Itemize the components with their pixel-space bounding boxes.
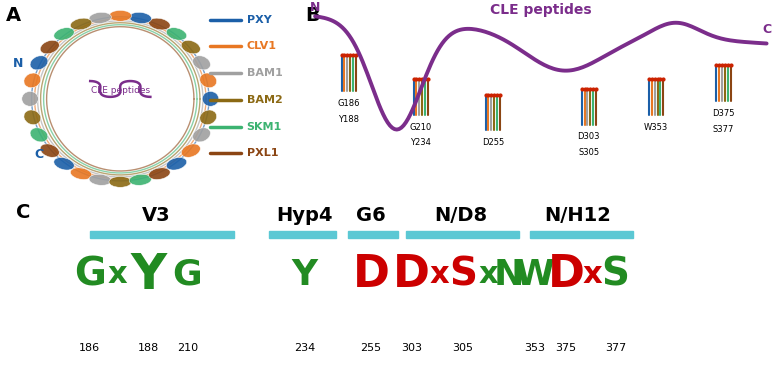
Text: B: B [305, 6, 320, 25]
Text: V3: V3 [142, 206, 170, 225]
FancyBboxPatch shape [530, 231, 633, 238]
Text: 377: 377 [604, 344, 626, 354]
Text: C: C [34, 148, 44, 161]
Text: G: G [173, 258, 202, 292]
Text: G: G [74, 256, 105, 294]
Ellipse shape [109, 10, 131, 21]
Ellipse shape [24, 110, 41, 125]
FancyBboxPatch shape [406, 231, 519, 238]
Ellipse shape [202, 91, 219, 106]
Text: W: W [515, 258, 555, 292]
Text: PXL1: PXL1 [247, 148, 278, 158]
Ellipse shape [129, 174, 152, 185]
Text: BAM1: BAM1 [247, 68, 282, 78]
Ellipse shape [109, 176, 131, 187]
Text: 255: 255 [360, 344, 382, 354]
Text: S377: S377 [713, 125, 734, 134]
Text: G186: G186 [337, 99, 360, 108]
Text: 188: 188 [137, 344, 159, 354]
Ellipse shape [166, 28, 187, 40]
Ellipse shape [40, 144, 59, 157]
Text: 234: 234 [294, 344, 316, 354]
Ellipse shape [193, 128, 210, 142]
Text: x: x [582, 260, 602, 289]
Text: Hyp4: Hyp4 [276, 206, 333, 225]
Ellipse shape [30, 128, 48, 142]
Text: 303: 303 [401, 344, 422, 354]
FancyBboxPatch shape [269, 231, 336, 238]
Text: N: N [12, 57, 23, 70]
Ellipse shape [148, 168, 170, 179]
Ellipse shape [22, 91, 38, 106]
Text: BAM2: BAM2 [247, 95, 282, 105]
Text: x: x [430, 260, 450, 289]
Text: CLE peptides: CLE peptides [91, 86, 150, 95]
Ellipse shape [200, 110, 216, 125]
Text: 210: 210 [177, 344, 198, 354]
Ellipse shape [181, 40, 201, 54]
Text: D: D [547, 253, 585, 296]
Ellipse shape [193, 56, 210, 70]
Ellipse shape [129, 12, 152, 23]
Text: A: A [6, 6, 21, 25]
Text: S: S [601, 256, 629, 294]
Text: N/D8: N/D8 [434, 206, 487, 225]
Ellipse shape [70, 168, 92, 179]
Text: 375: 375 [555, 344, 577, 354]
Text: D: D [393, 253, 430, 296]
Ellipse shape [54, 157, 74, 170]
Text: D375: D375 [712, 109, 735, 118]
Text: S305: S305 [578, 148, 600, 157]
Text: 186: 186 [79, 344, 101, 354]
Text: W353: W353 [644, 123, 669, 132]
Text: PXY: PXY [247, 15, 271, 25]
Text: G210: G210 [410, 123, 432, 132]
Text: D255: D255 [482, 138, 504, 147]
Text: Y: Y [291, 258, 318, 292]
Text: Y188: Y188 [338, 115, 359, 124]
Text: N: N [494, 258, 524, 292]
Text: 305: 305 [453, 344, 473, 354]
Ellipse shape [54, 32, 187, 166]
Text: CLE peptides: CLE peptides [490, 3, 592, 17]
Ellipse shape [89, 174, 112, 185]
Text: SKM1: SKM1 [247, 122, 282, 132]
Text: N/H12: N/H12 [544, 206, 612, 225]
Text: x: x [478, 260, 498, 289]
Ellipse shape [54, 28, 74, 40]
Ellipse shape [166, 157, 187, 170]
Text: C: C [762, 23, 771, 35]
Text: x: x [107, 260, 127, 289]
Ellipse shape [40, 40, 59, 54]
Ellipse shape [70, 18, 92, 30]
Ellipse shape [148, 18, 170, 30]
Text: D: D [352, 253, 390, 296]
Text: C: C [16, 203, 30, 222]
Text: S: S [449, 256, 477, 294]
Ellipse shape [24, 73, 41, 88]
Ellipse shape [200, 73, 216, 88]
Text: 353: 353 [525, 344, 545, 354]
FancyBboxPatch shape [90, 231, 234, 238]
Ellipse shape [181, 144, 201, 157]
Text: Y: Y [130, 251, 166, 299]
Text: D303: D303 [578, 132, 600, 141]
Text: G6: G6 [356, 206, 386, 225]
Ellipse shape [89, 12, 112, 23]
Text: N: N [310, 1, 320, 14]
FancyBboxPatch shape [348, 231, 398, 238]
Text: CLV1: CLV1 [247, 41, 276, 51]
Ellipse shape [30, 56, 48, 70]
Text: Y234: Y234 [410, 138, 431, 147]
